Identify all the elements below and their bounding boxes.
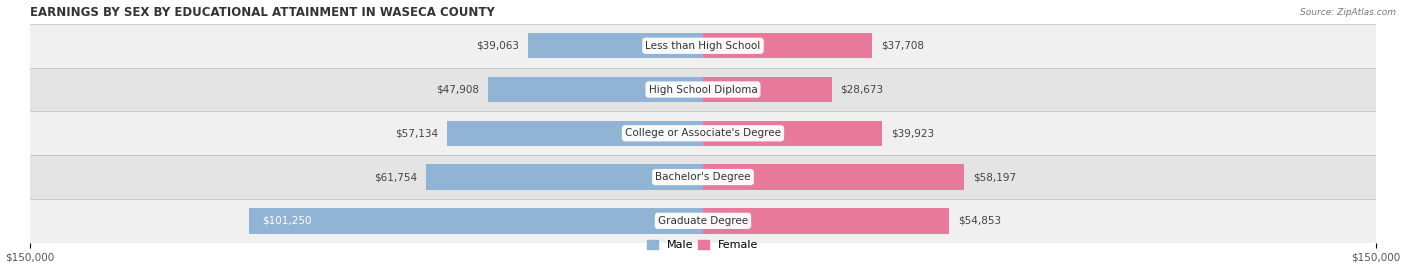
Text: $37,708: $37,708: [882, 41, 924, 51]
Bar: [703, 33, 872, 58]
Text: Source: ZipAtlas.com: Source: ZipAtlas.com: [1301, 8, 1396, 17]
Text: EARNINGS BY SEX BY EDUCATIONAL ATTAINMENT IN WASECA COUNTY: EARNINGS BY SEX BY EDUCATIONAL ATTAINMEN…: [30, 6, 495, 18]
Bar: [703, 77, 831, 102]
Text: $39,063: $39,063: [475, 41, 519, 51]
Text: Less than High School: Less than High School: [645, 41, 761, 51]
Bar: [249, 208, 703, 233]
Text: Graduate Degree: Graduate Degree: [658, 216, 748, 226]
Text: $47,908: $47,908: [436, 84, 479, 95]
Bar: [30, 155, 1376, 199]
Bar: [488, 77, 703, 102]
Bar: [30, 24, 1376, 68]
Text: $61,754: $61,754: [374, 172, 418, 182]
Bar: [703, 121, 882, 146]
Text: $28,673: $28,673: [841, 84, 884, 95]
Text: $39,923: $39,923: [891, 128, 934, 138]
Bar: [527, 33, 703, 58]
Legend: Male, Female: Male, Female: [643, 235, 763, 255]
Text: $57,134: $57,134: [395, 128, 437, 138]
Bar: [30, 111, 1376, 155]
Bar: [703, 208, 949, 233]
Text: Bachelor's Degree: Bachelor's Degree: [655, 172, 751, 182]
Bar: [703, 164, 965, 190]
Text: College or Associate's Degree: College or Associate's Degree: [626, 128, 780, 138]
Bar: [426, 164, 703, 190]
Text: $54,853: $54,853: [957, 216, 1001, 226]
Text: High School Diploma: High School Diploma: [648, 84, 758, 95]
Text: $101,250: $101,250: [263, 216, 312, 226]
Bar: [447, 121, 703, 146]
Bar: [30, 199, 1376, 243]
Text: $58,197: $58,197: [973, 172, 1017, 182]
Bar: [30, 68, 1376, 111]
